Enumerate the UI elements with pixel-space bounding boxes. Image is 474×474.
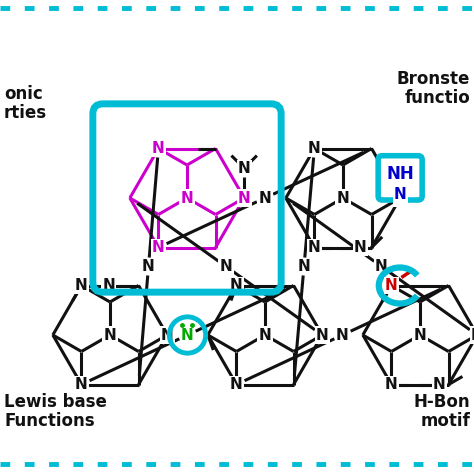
Text: N: N	[161, 328, 173, 343]
Text: N: N	[394, 191, 407, 206]
Text: N: N	[219, 259, 232, 274]
FancyBboxPatch shape	[378, 155, 422, 200]
Text: N: N	[259, 191, 272, 206]
Text: N: N	[75, 278, 88, 293]
Text: N: N	[471, 328, 474, 343]
Text: N: N	[75, 377, 88, 392]
Text: N: N	[230, 278, 243, 293]
Text: N: N	[414, 328, 427, 343]
Text: N: N	[375, 259, 388, 274]
Text: N: N	[385, 278, 398, 293]
Text: N: N	[181, 328, 194, 343]
Text: H-Bon
motif: H-Bon motif	[413, 393, 470, 430]
Text: N: N	[152, 141, 165, 156]
Text: N: N	[394, 186, 407, 201]
Text: N: N	[238, 161, 251, 176]
Text: N: N	[152, 240, 165, 255]
Text: N: N	[316, 328, 328, 343]
Text: N: N	[230, 377, 243, 392]
Text: N: N	[308, 240, 321, 255]
Text: N: N	[308, 141, 321, 156]
Text: onic
rties: onic rties	[4, 85, 47, 122]
Text: N: N	[433, 377, 446, 392]
Text: N: N	[259, 328, 272, 343]
Text: N: N	[337, 191, 349, 206]
Text: N: N	[385, 377, 398, 392]
Text: NH: NH	[386, 165, 414, 183]
Text: N: N	[298, 259, 310, 274]
Text: Bronste
functio: Bronste functio	[397, 70, 470, 108]
Text: N: N	[181, 328, 194, 343]
Text: N: N	[385, 278, 398, 293]
Text: Lewis base
Functions: Lewis base Functions	[4, 393, 107, 430]
Text: N: N	[142, 259, 155, 274]
Text: N: N	[336, 328, 349, 343]
Text: N: N	[104, 328, 117, 343]
Text: N: N	[238, 191, 251, 206]
Text: N: N	[102, 278, 115, 293]
Text: N: N	[354, 240, 366, 255]
Text: N: N	[181, 191, 193, 206]
